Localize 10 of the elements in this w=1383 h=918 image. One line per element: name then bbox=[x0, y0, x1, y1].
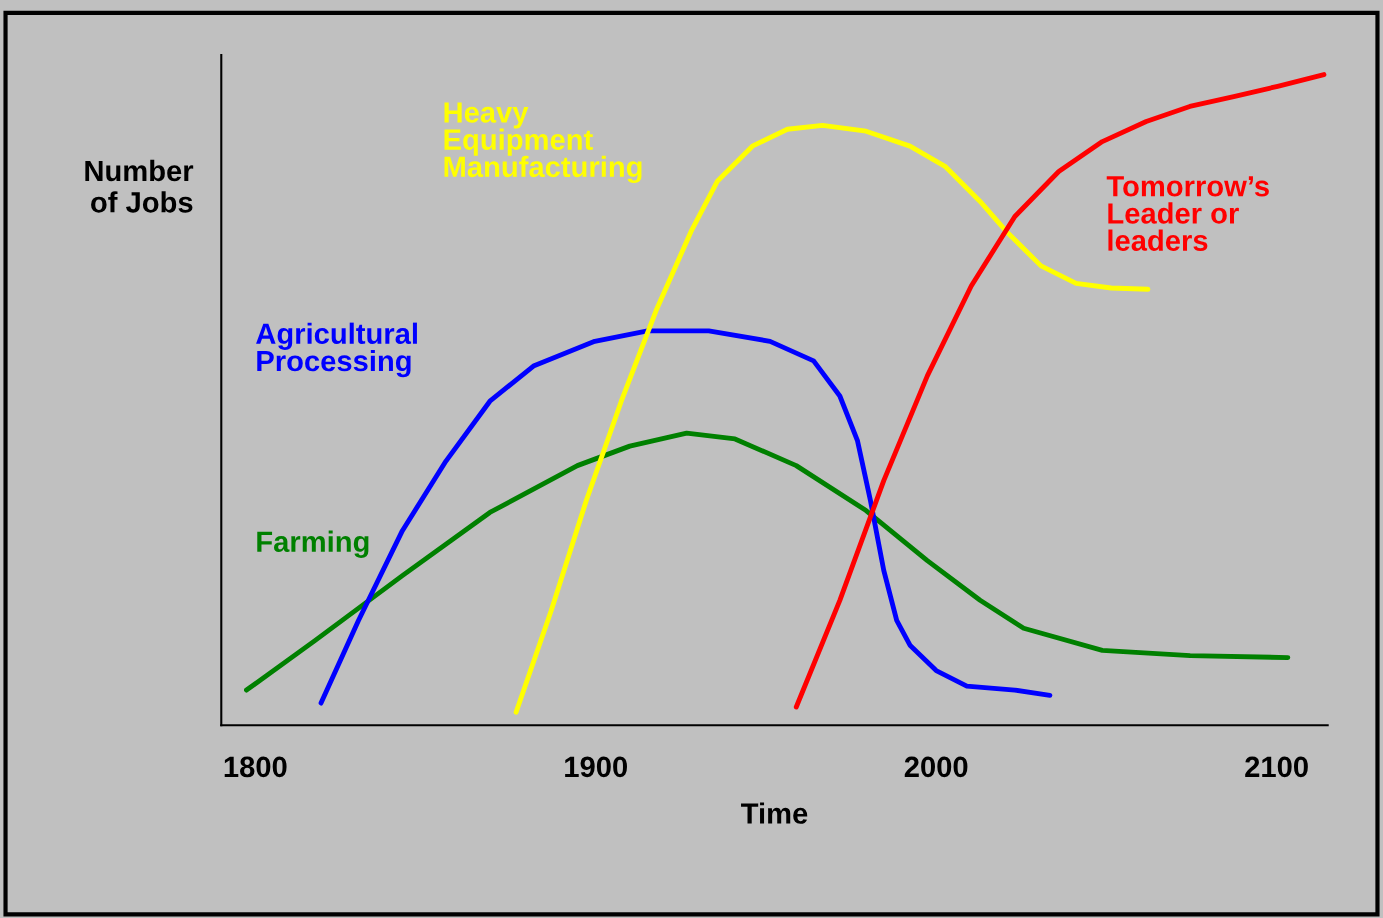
series-label: Tomorrow’s Leader or leaders bbox=[1106, 176, 1269, 251]
x-tick-label: 1800 bbox=[224, 756, 287, 778]
x-tick-label: 1900 bbox=[565, 756, 627, 778]
x-axis-title: Time bbox=[741, 802, 808, 824]
text: Agricultural Processing bbox=[256, 322, 417, 378]
x-tick-label: 2000 bbox=[904, 756, 968, 778]
y-axis-title: Number of Jobs bbox=[85, 159, 194, 213]
x-tick-label: 2100 bbox=[1245, 756, 1308, 778]
text: Heavy Equipment Manufacturing bbox=[444, 102, 642, 184]
series-label: Farming bbox=[257, 530, 369, 558]
